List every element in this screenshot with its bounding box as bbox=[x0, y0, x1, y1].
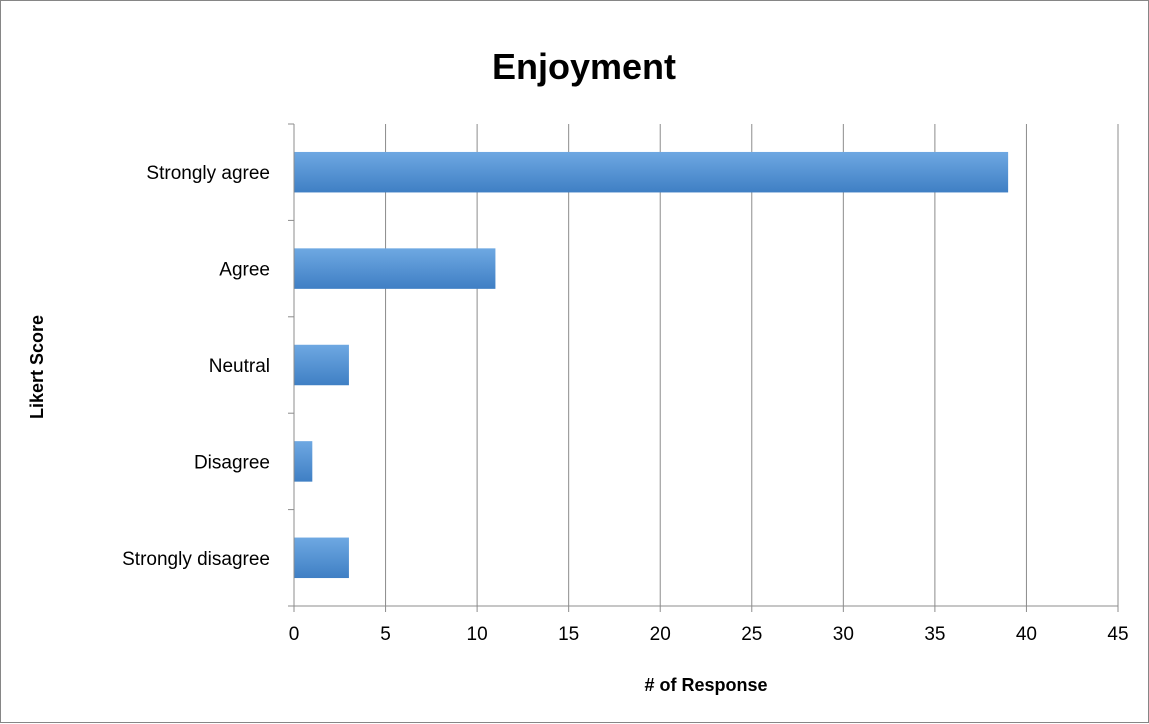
bar bbox=[294, 441, 313, 482]
grid-layer bbox=[385, 124, 1119, 606]
x-tick-label: 25 bbox=[741, 624, 762, 645]
y-category-label: Neutral bbox=[209, 356, 270, 377]
x-axis-title: # of Response bbox=[644, 675, 767, 695]
x-tick-label: 40 bbox=[1016, 624, 1037, 645]
bar bbox=[294, 151, 1009, 193]
bar bbox=[294, 537, 349, 579]
x-tick-label: 5 bbox=[380, 624, 391, 645]
x-tick-label: 30 bbox=[833, 624, 854, 645]
x-tick-label: 35 bbox=[924, 624, 945, 645]
y-category-label: Strongly disagree bbox=[122, 549, 270, 570]
x-tick-label: 15 bbox=[558, 624, 579, 645]
y-category-label: Strongly agree bbox=[146, 163, 270, 184]
axis-layer: 0 5 10 15 20 25 30 35 40 45 Strongly agree Agree Neu… bbox=[122, 123, 1129, 645]
bars-layer bbox=[294, 151, 1009, 579]
x-tick-label: 0 bbox=[289, 624, 300, 645]
x-tick-label: 20 bbox=[650, 624, 671, 645]
y-category-label: Agree bbox=[219, 260, 270, 281]
chart-title: Enjoyment bbox=[492, 46, 676, 87]
bar bbox=[294, 344, 349, 386]
x-tick-label: 45 bbox=[1107, 624, 1128, 645]
bar bbox=[294, 248, 496, 289]
y-category-label: Disagree bbox=[194, 452, 270, 473]
y-axis-title: Likert Score bbox=[27, 315, 47, 419]
x-tick-label: 10 bbox=[467, 624, 488, 645]
